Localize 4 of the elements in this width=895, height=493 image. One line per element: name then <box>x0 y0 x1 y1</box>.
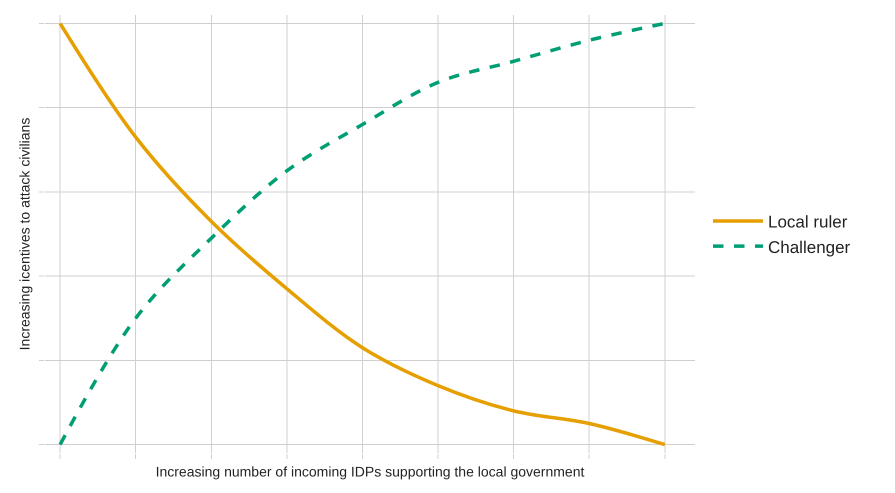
y-axis-title: Increasing icentives to attack civilians <box>16 118 33 350</box>
x-axis-title: Increasing number of incoming IDPs supporting the local government <box>156 463 584 480</box>
legend-label: Challenger <box>768 238 851 257</box>
legend-label: Local ruler <box>768 212 848 232</box>
